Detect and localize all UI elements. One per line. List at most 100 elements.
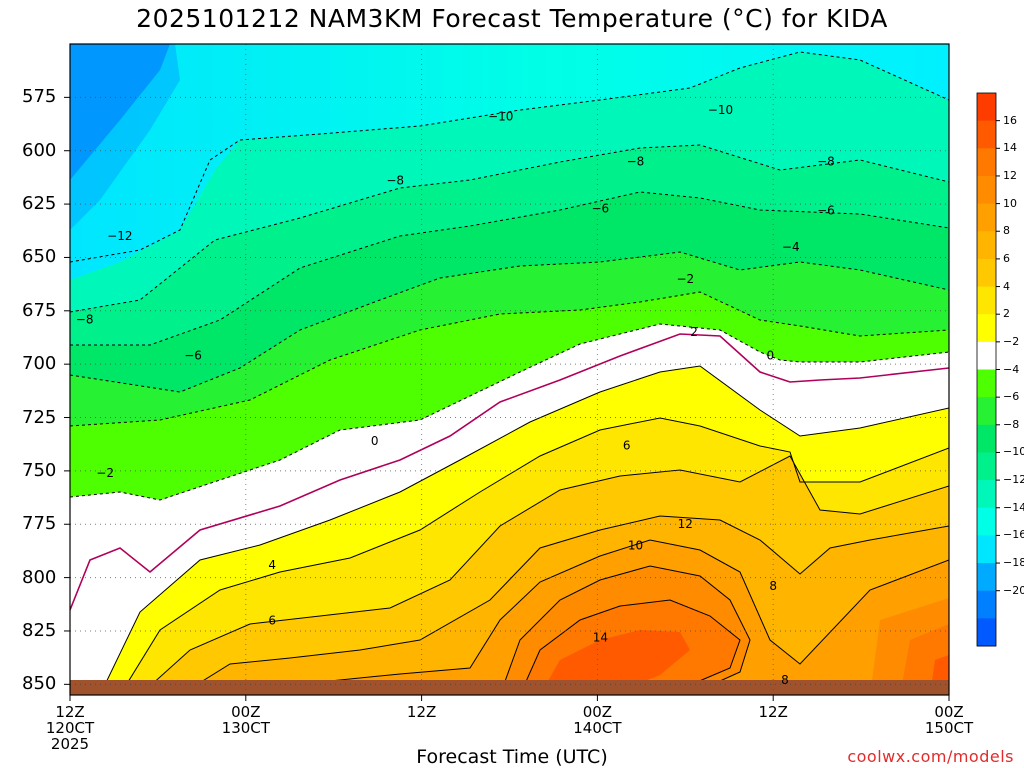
- band-plus16: [540, 630, 949, 695]
- colorbar-label: 6: [1003, 251, 1010, 265]
- y-tick-label: 725: [22, 406, 57, 428]
- colorbar-swatch: [977, 120, 996, 149]
- y-tick-label: 675: [22, 299, 57, 321]
- colorbar-swatch: [977, 480, 996, 509]
- x-tick-label: 00Z 140CT: [573, 703, 622, 737]
- contour-label: −4: [782, 240, 800, 254]
- colorbar-swatch: [977, 507, 996, 536]
- colorbar-label: −6: [1003, 390, 1020, 404]
- y-tick-label: 625: [22, 193, 57, 215]
- x-tick-label: 12Z 120CT 2025: [45, 703, 95, 753]
- contour-label: −6: [591, 201, 609, 215]
- colorbar-swatch: [977, 369, 996, 398]
- contour-line-minus6: [70, 251, 949, 393]
- contour-label: −6: [184, 349, 202, 363]
- plot-frame: [69, 43, 950, 696]
- credit-text: coolwx.com/models: [847, 747, 1014, 766]
- contour-label: −8: [627, 154, 645, 168]
- contour-line-plus4: [119, 417, 949, 695]
- y-tick-label: 800: [22, 566, 57, 588]
- contour-line-plus12: [499, 565, 751, 695]
- contour-label: −8: [817, 154, 835, 168]
- colorbar-swatch: [977, 258, 996, 288]
- colorbar-swatch: [977, 397, 996, 426]
- contour-label: 2: [690, 325, 698, 339]
- contour-label: 6: [268, 613, 276, 627]
- colorbar-label: −8: [1003, 417, 1020, 431]
- contour-label: −6: [817, 203, 835, 217]
- contour-lines: [70, 51, 949, 695]
- contour-label: −2: [96, 466, 114, 480]
- contour-line-minus2: [70, 323, 949, 501]
- contour-labels: −12 −8 −6 −2 −10 −8 −6 −8 −10 −4 −2 −8 −6 0 0 2 4 6 6 10 12 8…: [76, 103, 835, 687]
- terrain-surface: [70, 680, 949, 695]
- y-tick-label: 850: [22, 673, 57, 695]
- colorbar-swatch: [977, 175, 996, 205]
- colorbar-label: −10: [1003, 445, 1024, 459]
- colorbar-label: 14: [1003, 141, 1017, 155]
- contour-label: −8: [76, 312, 94, 326]
- colorbar-swatch: [977, 452, 996, 481]
- colorbar-label: 4: [1003, 279, 1010, 293]
- colorbar-swatch: [977, 535, 996, 564]
- contour-line-zero: [70, 333, 949, 611]
- colorbar-label: 16: [1003, 113, 1017, 127]
- x-tick-label: 00Z 150CT: [924, 703, 974, 737]
- colorbar-swatch: [977, 618, 996, 647]
- contour-label: −8: [386, 174, 404, 188]
- contour-label: −10: [488, 110, 513, 124]
- band-minus16: [70, 44, 180, 230]
- colorbar-label: 10: [1003, 196, 1017, 210]
- colorbar-label: −16: [1003, 528, 1024, 542]
- colorbar-label: −2: [1003, 334, 1020, 348]
- colorbar-swatch: [977, 590, 996, 619]
- contour-label: 10: [628, 539, 643, 553]
- contour-label: 6: [623, 438, 631, 452]
- contour-label: 0: [371, 434, 379, 448]
- x-tick-label: 00Z 130CT: [221, 703, 270, 737]
- colorbar-swatch: [977, 341, 996, 370]
- chart-title: 2025101212 NAM3KM Forecast Temperature (…: [136, 4, 888, 33]
- colorbar-swatch: [977, 93, 996, 122]
- contour-label: −12: [107, 229, 132, 243]
- contour-line-minus4: [70, 291, 949, 427]
- colorbar-swatch: [977, 563, 996, 592]
- colorbar-label: −18: [1003, 556, 1024, 570]
- contour-label: 14: [593, 630, 608, 644]
- contour-label: −2: [676, 272, 694, 286]
- colorbar-label: −14: [1003, 500, 1024, 514]
- y-tick-label: 600: [22, 139, 57, 161]
- y-tick-label: 750: [22, 459, 57, 481]
- colorbar-swatch: [977, 314, 996, 343]
- colorbar-label: 12: [1003, 168, 1017, 182]
- colorbar: [976, 92, 1000, 647]
- colorbar-swatch: [977, 203, 996, 232]
- contour-label: 8: [769, 579, 777, 593]
- contour-line-plus10: [219, 539, 949, 695]
- colorbar-label: 2: [1003, 307, 1010, 321]
- contour-label: 4: [268, 558, 276, 572]
- colorbar-swatch: [977, 231, 996, 260]
- x-tick-label: 12Z: [406, 703, 437, 721]
- y-tick-label: 650: [22, 246, 57, 268]
- colorbar-label: 8: [1003, 224, 1010, 238]
- axis-ticks: [64, 96, 950, 701]
- contour-label: −10: [708, 103, 733, 117]
- x-axis-title: Forecast Time (UTC): [416, 746, 608, 768]
- filled-contours: [70, 44, 949, 695]
- contour-line-plus8: [179, 515, 949, 695]
- contour-label: 8: [781, 673, 789, 687]
- contour-label: 12: [678, 517, 693, 531]
- colorbar-swatch: [977, 424, 996, 453]
- colorbar-label: −4: [1003, 362, 1020, 376]
- colorbar-swatch: [977, 286, 996, 315]
- colorbar-label: −12: [1003, 473, 1024, 487]
- y-tick-label: 775: [22, 513, 57, 535]
- contour-label: 0: [766, 349, 774, 363]
- x-tick-label: 12Z: [758, 703, 788, 721]
- y-tick-label: 700: [22, 353, 57, 375]
- contour-line-plus14: [519, 599, 741, 695]
- contour-line-plus2: [99, 365, 949, 695]
- y-tick-label: 575: [22, 86, 57, 108]
